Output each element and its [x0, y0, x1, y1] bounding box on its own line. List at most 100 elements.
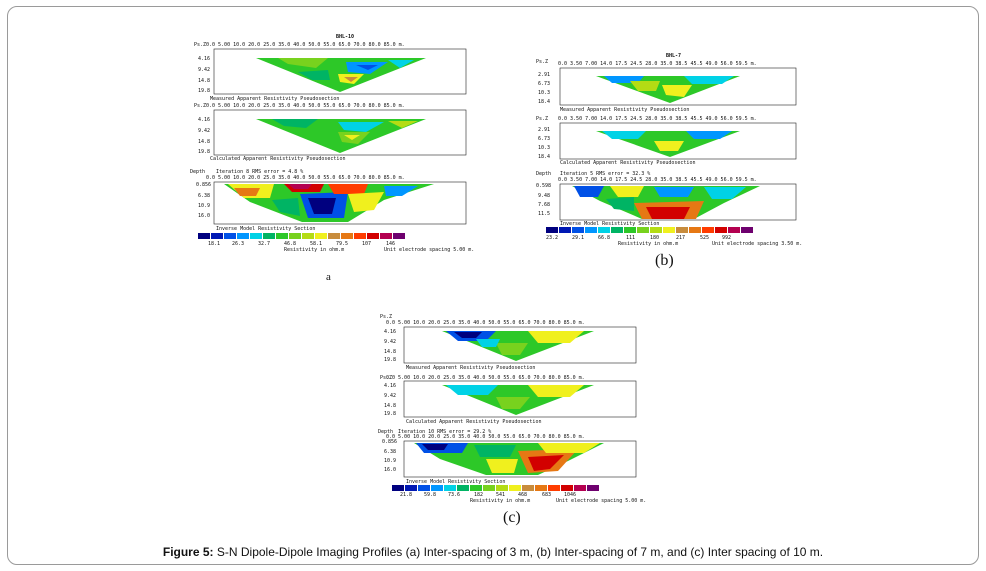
panel-a-label: a: [326, 271, 331, 283]
legend-swatch: [535, 485, 547, 491]
panel-a-legend-value: 46.8: [284, 241, 296, 247]
panel-c-svg: Ps.Z 0.0 5.00 10.0 20.0 25.0 35.0 40.0 5…: [378, 314, 646, 504]
panel-b-measured-row: 6.73: [538, 81, 550, 87]
panel-c-inverse-row: 16.0: [384, 467, 396, 473]
panel-c-color-legend: [392, 485, 599, 491]
panel-b-legend-value: 111: [626, 235, 635, 241]
legend-swatch: [354, 233, 366, 239]
panel-c-inverse-title: Inverse Model Resistivity Section: [406, 479, 505, 485]
legend-swatch: [392, 485, 404, 491]
panel-c-inverse-row: 6.38: [384, 449, 396, 455]
panel-b-inverse-rows: 0.598 9.48 7.68 11.5: [536, 183, 551, 217]
legend-swatch: [211, 233, 223, 239]
legend-swatch: [574, 485, 586, 491]
legend-swatch: [457, 485, 469, 491]
panel-a-calculated-frame: [213, 109, 467, 156]
panel-c-label: (c): [503, 509, 521, 526]
legend-swatch: [444, 485, 456, 491]
legend-swatch: [418, 485, 430, 491]
panel-b-resistivity-label: Resistivity in ohm.m: [618, 241, 678, 247]
panel-c-legend-value: 468: [518, 492, 527, 498]
panel-a-iteration: Iteration 8 RMS error = 4.8 %: [216, 169, 303, 175]
legend-swatch: [611, 227, 623, 233]
panel-a-x-axis-1: 0.0 5.00 10.0 20.0 25.0 35.0 40.0 50.0 5…: [206, 42, 405, 48]
panel-a-inverse-frame: [213, 181, 467, 225]
legend-swatch: [728, 227, 740, 233]
panel-a-inverse-row: 16.0: [198, 213, 210, 219]
panel-a-legend-value: 32.7: [258, 241, 270, 247]
panel-c-measured-title: Measured Apparent Resistivity Pseudosect…: [406, 365, 535, 371]
legend-swatch: [315, 233, 327, 239]
legend-swatch: [559, 227, 571, 233]
panel-a-measured-row: 19.8: [198, 88, 210, 94]
panel-b-calculated-pseudosection: [596, 131, 740, 157]
legend-swatch: [237, 233, 249, 239]
panel-c-measured-ps-label: Ps.Z: [380, 314, 392, 320]
panel-c-inverse-rows: 0.856 6.38 10.9 16.0: [382, 439, 397, 473]
panel-a-measured-frame: [213, 48, 467, 95]
legend-swatch: [367, 233, 379, 239]
panel-a-spacing-label: Unit electrode spacing 5.00 m.: [384, 247, 474, 253]
panel-a-measured-title: Measured Apparent Resistivity Pseudosect…: [210, 96, 339, 102]
panel-c-legend-value: 1046: [564, 492, 576, 498]
panel-b-line-name: BHL-7: [666, 53, 681, 59]
panel-a-figure: BHL-10 Ps.Z 0.0 5.00 10.0 20.0 25.0 35.0…: [188, 32, 474, 258]
legend-swatch: [585, 227, 597, 233]
panel-a-resistivity-label: Resistivity in ohm.m: [284, 247, 344, 253]
panel-c-calculated-row: 9.42: [384, 393, 396, 399]
legend-swatch: [572, 227, 584, 233]
legend-swatch: [598, 227, 610, 233]
panel-c-legend-values: 21.8 59.8 73.6 182 541 468 683 1046: [400, 492, 576, 498]
legend-swatch: [676, 227, 688, 233]
panel-b-figure: BHL-7 0.0 3.50 7.00 14.0 17.5 24.5 28.0 …: [534, 51, 802, 249]
legend-swatch: [546, 227, 558, 233]
panel-b-inverse-row: 9.48: [538, 193, 550, 199]
panel-a-calculated-ps-label: Ps.Z: [194, 103, 206, 109]
panel-a-measured-row: 4.16: [198, 56, 210, 62]
legend-swatch: [587, 485, 599, 491]
legend-swatch: [561, 485, 573, 491]
legend-swatch: [624, 227, 636, 233]
panel-b-inverse-row: 7.68: [538, 202, 550, 208]
panel-c-measured-row: 14.8: [384, 349, 396, 355]
legend-swatch: [689, 227, 701, 233]
panel-a-calculated-title: Calculated Apparent Resistivity Pseudose…: [210, 156, 345, 162]
panel-a-x-axis-2: 0.0 5.00 10.0 20.0 25.0 35.0 40.0 50.0 5…: [206, 103, 405, 109]
panel-c-figure: Ps.Z 0.0 5.00 10.0 20.0 25.0 35.0 40.0 5…: [378, 311, 646, 509]
legend-swatch: [302, 233, 314, 239]
panel-c-measured-row: 9.42: [384, 339, 396, 345]
panel-a-measured-rows: 4.16 9.42 14.8 19.8: [198, 56, 210, 94]
panel-c-calculated-row: 14.8: [384, 403, 396, 409]
panel-c-spacing-label: Unit electrode spacing 5.00 m.: [556, 498, 646, 504]
legend-swatch: [741, 227, 753, 233]
panel-a-legend-value: 58.1: [310, 241, 322, 247]
figure-caption: Figure 5: S-N Dipole-Dipole Imaging Prof…: [0, 545, 986, 559]
panel-b-legend-value: 66.8: [598, 235, 610, 241]
panel-b-legend-value: 29.1: [572, 235, 584, 241]
panel-c-legend-value: 182: [474, 492, 483, 498]
panel-a-depth-label: Depth: [190, 169, 205, 175]
panel-b-measured-row: 2.91: [538, 72, 550, 78]
panel-b-measured-ps-label: Ps.Z: [536, 59, 548, 65]
panel-b-calculated-row: 2.91: [538, 127, 550, 133]
panel-c-inverse-section: [414, 443, 604, 475]
panel-b-measured-rows: Ps.Z 2.91 6.73 10.3 18.4: [536, 59, 550, 105]
panel-b-iteration: Iteration 5 RMS error = 32.3 %: [560, 171, 650, 177]
panel-b-svg: BHL-7 0.0 3.50 7.00 14.0 17.5 24.5 28.0 …: [536, 53, 802, 247]
panel-b-inverse-row: 0.598: [536, 183, 551, 189]
legend-swatch: [393, 233, 405, 239]
legend-swatch: [509, 485, 521, 491]
panel-c-calculated-ps-label: Ps.Z: [380, 375, 392, 381]
panel-c-measured-row: 4.16: [384, 329, 396, 335]
legend-swatch: [483, 485, 495, 491]
panel-b-inverse-section: [572, 186, 760, 219]
panel-a-legend-value: 107: [362, 241, 371, 247]
panel-b-calculated-ps-label: Ps.Z: [536, 116, 548, 122]
panel-c-legend-value: 73.6: [448, 492, 460, 498]
panel-b-label: (b): [655, 252, 674, 269]
panel-a-legend-value: 26.3: [232, 241, 244, 247]
panel-c-legend-value: 59.8: [424, 492, 436, 498]
legend-swatch: [224, 233, 236, 239]
panel-a-measured-row: 14.8: [198, 78, 210, 84]
panel-c-measured-pseudosection: [442, 331, 594, 361]
